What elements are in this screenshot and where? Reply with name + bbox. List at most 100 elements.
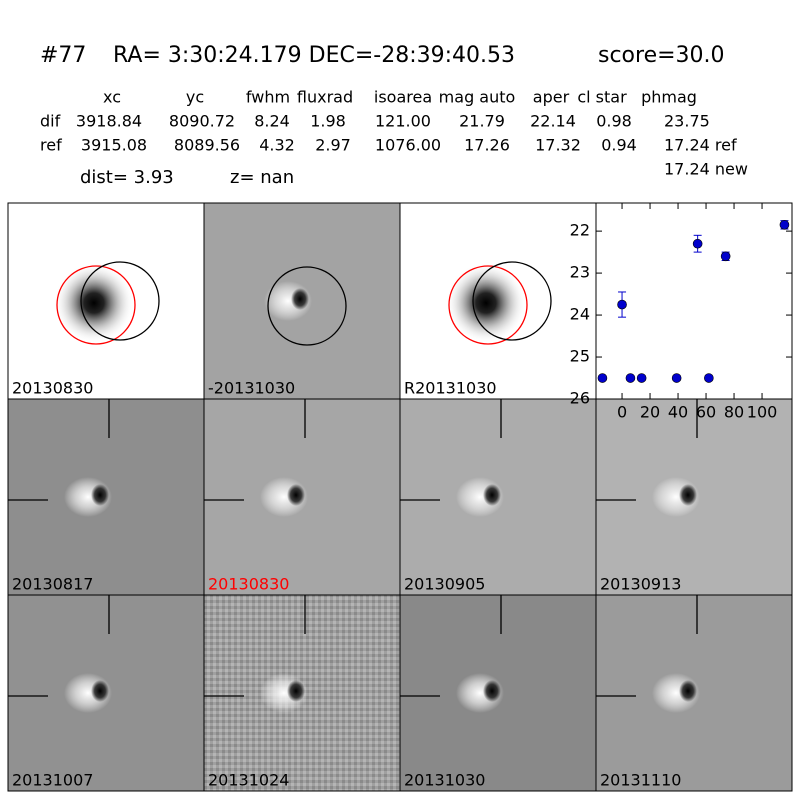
point-group: [636, 373, 647, 383]
column-header: mag auto: [439, 88, 516, 107]
point-group: [597, 373, 608, 383]
cell: 4.32: [259, 136, 295, 155]
point: [704, 373, 714, 383]
cell: 8090.72: [169, 112, 235, 131]
point-group: [617, 291, 627, 318]
point: [597, 373, 608, 383]
cell: 17.32: [535, 136, 581, 155]
stamp-label: 20130830: [12, 379, 93, 398]
point-group: [720, 251, 731, 262]
point-group: [779, 220, 790, 230]
y-tick-label: 22: [570, 221, 590, 240]
x-tick-label: 20: [640, 403, 660, 422]
stamp: 20130817: [7, 398, 205, 596]
cell: 1.98: [310, 112, 346, 131]
source: [54, 263, 134, 343]
cell: 1076.00: [375, 136, 441, 155]
dist: dist= 3.93: [80, 167, 174, 188]
point: [617, 299, 627, 310]
coords: RA= 3:30:24.179 DEC=-28:39:40.53: [113, 43, 515, 68]
cell: 22.14: [530, 112, 576, 131]
stamp-label: -20131030: [208, 379, 295, 398]
stamp: 20130905: [399, 398, 597, 596]
cell: 17.26: [464, 136, 510, 155]
stamp: 20131024: [203, 594, 401, 792]
row-name: ref: [40, 136, 62, 155]
column-header: aper: [533, 88, 570, 107]
stamp: R20131030: [399, 202, 597, 400]
x-tick-label: 80: [724, 403, 744, 422]
cell: 0.98: [596, 112, 632, 131]
point: [636, 373, 647, 383]
stamp: 20131110: [595, 594, 793, 792]
residual-dark: [483, 484, 501, 506]
x-tick-label: 40: [668, 403, 688, 422]
cell: 17.24 new: [664, 160, 748, 179]
residual-dark: [679, 680, 697, 702]
cell: 21.79: [459, 112, 505, 131]
point-group: [671, 373, 682, 383]
dif-circle: [267, 266, 347, 346]
stamp-label: 20130830: [208, 575, 289, 594]
point-group: [704, 373, 714, 383]
point-group: [692, 234, 703, 253]
cell: 8.24: [254, 112, 290, 131]
point: [720, 251, 731, 262]
column-header: phmag: [641, 88, 697, 107]
stamp: 20131030: [399, 594, 597, 792]
stamp: -20131030: [203, 202, 401, 400]
point-group: [625, 373, 636, 383]
stamp-label: 20130905: [404, 575, 485, 594]
y-tick-label: 23: [570, 263, 590, 282]
residual-dark: [291, 288, 309, 310]
x-tick-label: 100: [747, 403, 778, 422]
point: [779, 220, 790, 230]
point: [671, 373, 682, 383]
residual-dark: [91, 680, 109, 702]
source: [446, 263, 526, 343]
point: [625, 373, 636, 383]
cell: 2.97: [315, 136, 351, 155]
stamp-label: 20131024: [208, 771, 289, 790]
stamp: 20131007: [7, 594, 205, 792]
x-tick-label: 0: [617, 403, 627, 422]
residual-dark: [483, 680, 501, 702]
column-header: fwhm: [246, 88, 290, 107]
cell: 3915.08: [81, 136, 147, 155]
row-name: dif: [40, 112, 61, 131]
stamp-label: 20130817: [12, 575, 93, 594]
stamp-frame: [595, 594, 793, 792]
z: z= nan: [230, 167, 294, 188]
x-tick-label: 60: [696, 403, 716, 422]
column-header: xc: [103, 88, 121, 107]
stamp-label: 20131007: [12, 771, 93, 790]
y-tick-label: 25: [570, 347, 590, 366]
ref-circle: [448, 265, 528, 345]
id: #77: [40, 43, 86, 68]
y-tick-label: 26: [570, 389, 590, 408]
residual-dark: [91, 484, 109, 506]
stamp: 20130913: [595, 398, 793, 596]
plot-area: [595, 202, 793, 400]
cell: 23.75: [664, 112, 710, 131]
score: score=30.0: [598, 43, 725, 68]
residual-dark: [679, 484, 697, 506]
stamp-label: 20131110: [600, 771, 681, 790]
stamp: 20130830: [203, 398, 401, 596]
column-header: isoarea: [374, 88, 432, 107]
column-header: yc: [186, 88, 204, 107]
column-header: fluxrad: [297, 88, 353, 107]
cell: 3918.84: [76, 112, 142, 131]
cell: 17.24 ref: [664, 136, 737, 155]
stamp-label: R20131030: [404, 379, 497, 398]
stamp-label: 20131030: [404, 771, 485, 790]
dif-circle: [80, 261, 160, 341]
point: [692, 238, 703, 249]
column-header: cl star: [577, 88, 627, 107]
ref-circle: [56, 265, 136, 345]
residual-dark: [287, 484, 305, 506]
y-tick-label: 24: [570, 305, 590, 324]
cell: 121.00: [375, 112, 431, 131]
dif-circle: [472, 261, 552, 341]
